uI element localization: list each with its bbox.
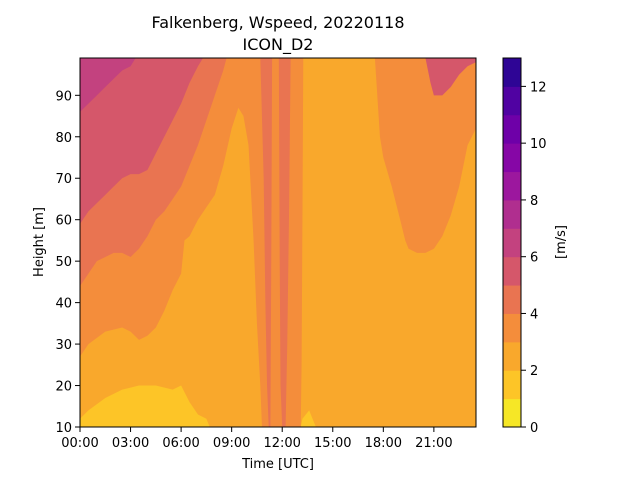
- colorbar-segment: [503, 341, 521, 371]
- plot-frame: [79, 57, 477, 428]
- colorbar-segment: [503, 313, 521, 343]
- colorbar-segment: [503, 58, 521, 87]
- y-tick-label: 10: [55, 421, 72, 436]
- x-tick-label: 03:00: [112, 436, 149, 451]
- contour-fill-layers: [80, 58, 476, 427]
- y-tick-label: 60: [55, 214, 72, 229]
- colorbar-segment: [503, 285, 521, 314]
- y-axis-label: Height [m]: [32, 207, 47, 277]
- colorbar-tick-label: 4: [530, 307, 538, 322]
- chart-title-line1: Falkenberg, Wspeed, 20220118: [151, 13, 404, 32]
- colorbar-tick-label: 0: [530, 421, 538, 436]
- colorbar-segment: [503, 114, 521, 144]
- colorbar-segment: [503, 370, 521, 400]
- colorbar-segment: [503, 398, 521, 428]
- contour-band-5-6: [80, 58, 476, 224]
- colorbar-segment: [503, 86, 521, 116]
- colorbar-tick-label: 2: [530, 364, 538, 379]
- colorbar-label: [m/s]: [554, 225, 569, 259]
- y-tick-label: 30: [55, 338, 72, 353]
- x-tick-label: 09:00: [213, 436, 250, 451]
- y-tick-label: 50: [55, 255, 72, 270]
- y-tick-label: 90: [55, 89, 72, 104]
- x-tick-label: 15:00: [314, 436, 351, 451]
- colorbar-ticks: 0 2 4 6 8 10 12: [521, 80, 547, 436]
- colorbar-tick-label: 6: [530, 251, 538, 266]
- contour-band-6-7: [80, 58, 476, 112]
- y-tick-label: 20: [55, 380, 72, 395]
- contour-band-4-5: [80, 58, 476, 427]
- y-axis: 10 20 30 40 50 60 70 80 90: [55, 89, 80, 436]
- x-axis-label: Time [UTC]: [241, 457, 314, 472]
- x-tick-label: 21:00: [415, 436, 452, 451]
- colorbar: [503, 58, 521, 428]
- x-tick-label: 00:00: [61, 436, 98, 451]
- y-tick-label: 40: [55, 297, 72, 312]
- colorbar-segment: [503, 171, 521, 201]
- x-tick-label: 06:00: [162, 436, 199, 451]
- x-tick-label: 18:00: [365, 436, 402, 451]
- colorbar-segment: [503, 228, 521, 258]
- y-tick-label: 80: [55, 131, 72, 146]
- x-tick-label: 12:00: [263, 436, 300, 451]
- colorbar-tick-label: 12: [530, 80, 547, 95]
- chart-title-line2: ICON_D2: [243, 35, 314, 55]
- colorbar-frame: [502, 57, 522, 428]
- x-axis: 00:00 03:00 06:00 09:00 12:00 15:00 18:00 21:00: [61, 427, 453, 451]
- colorbar-tick-label: 8: [530, 194, 538, 209]
- colorbar-segment: [503, 199, 521, 229]
- y-tick-label: 70: [55, 172, 72, 187]
- colorbar-segment: [503, 256, 521, 286]
- colorbar-segment: [503, 143, 521, 173]
- colorbar-tick-label: 10: [530, 137, 547, 152]
